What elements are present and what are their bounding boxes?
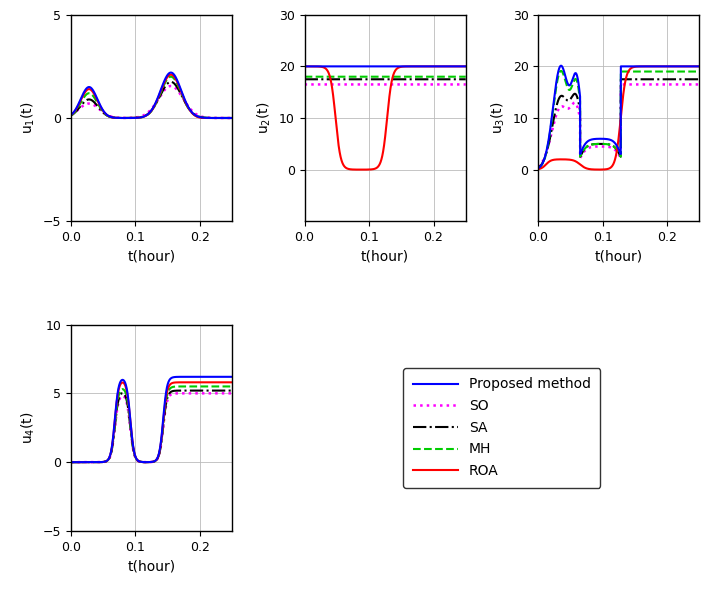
Y-axis label: u$_2$(t): u$_2$(t) [256, 101, 273, 135]
X-axis label: t(hour): t(hour) [128, 559, 175, 573]
X-axis label: t(hour): t(hour) [128, 250, 175, 264]
Legend: Proposed method, SO, SA, MH, ROA: Proposed method, SO, SA, MH, ROA [403, 368, 601, 488]
X-axis label: t(hour): t(hour) [595, 250, 643, 264]
X-axis label: t(hour): t(hour) [361, 250, 409, 264]
Y-axis label: u$_3$(t): u$_3$(t) [490, 101, 507, 135]
Y-axis label: u$_4$(t): u$_4$(t) [20, 411, 37, 444]
Y-axis label: u$_1$(t): u$_1$(t) [20, 101, 37, 135]
